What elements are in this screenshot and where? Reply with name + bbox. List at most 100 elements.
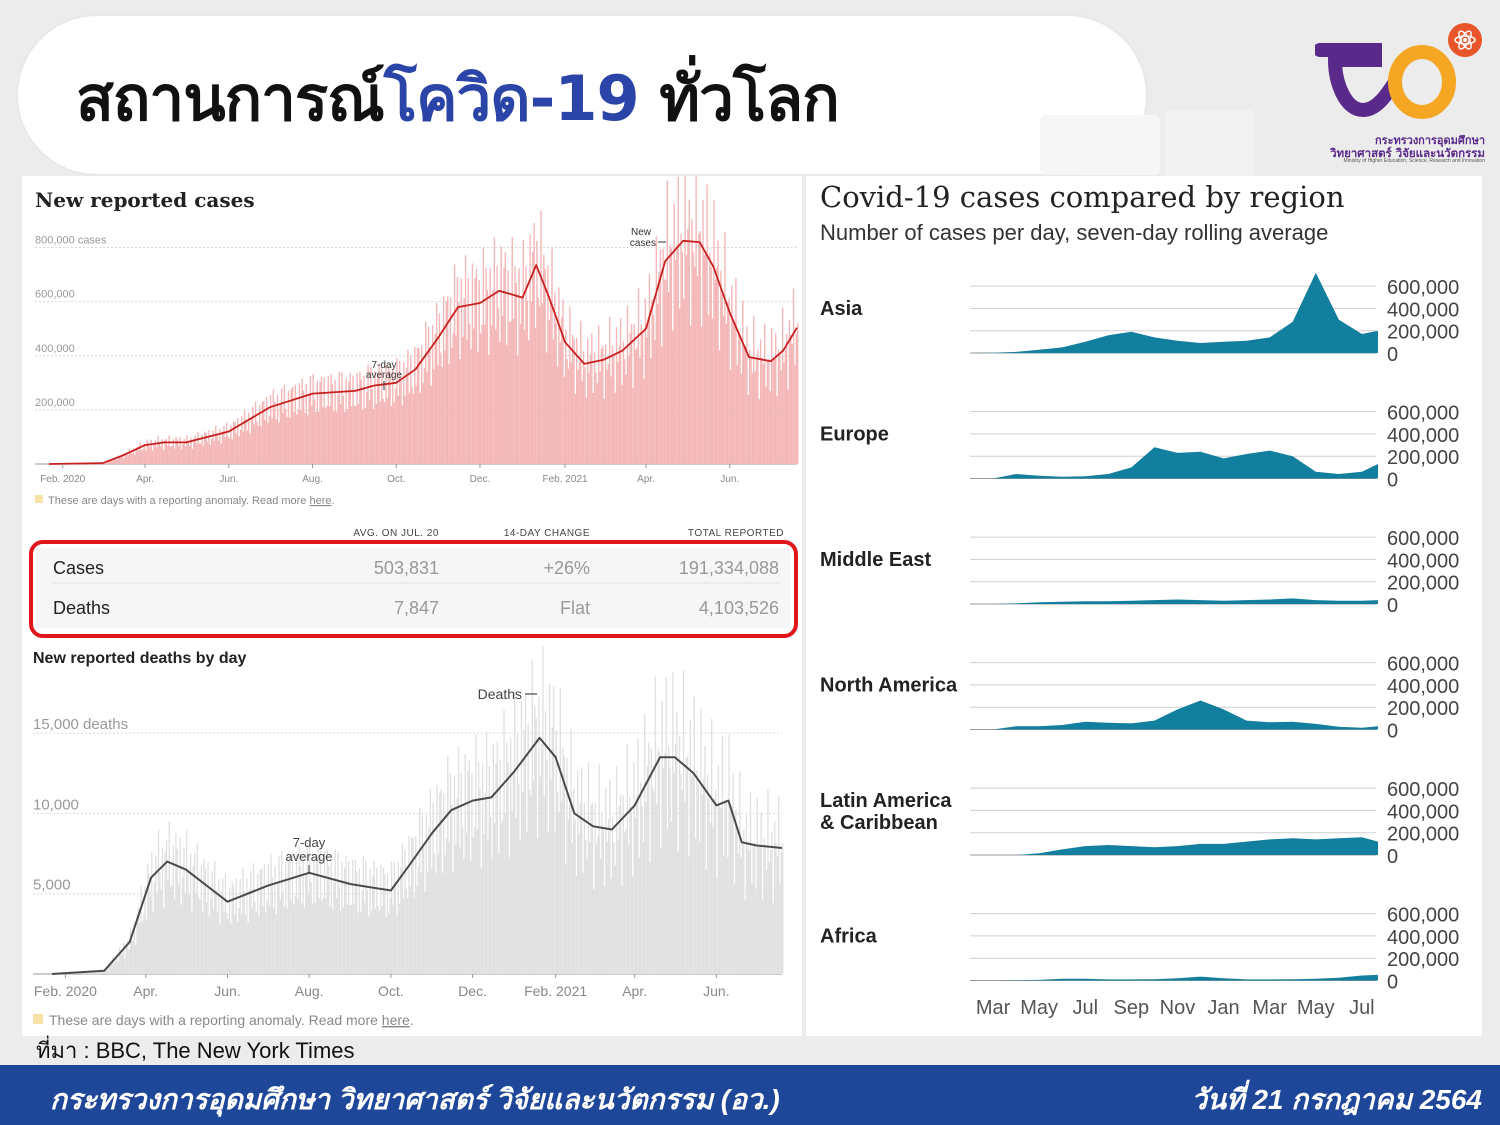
daily-bar bbox=[279, 899, 282, 974]
daily-bar bbox=[526, 300, 528, 464]
daily-bar bbox=[755, 888, 757, 974]
daily-bar bbox=[324, 408, 327, 464]
average-line bbox=[48, 239, 798, 465]
daily-bar bbox=[202, 911, 204, 974]
daily-bar bbox=[123, 458, 125, 464]
daily-bar bbox=[538, 697, 540, 974]
daily-bar bbox=[140, 450, 143, 464]
daily-bar bbox=[598, 764, 600, 974]
daily-bar bbox=[460, 278, 463, 464]
daily-bar bbox=[321, 900, 323, 974]
daily-bar bbox=[369, 868, 371, 974]
daily-bar bbox=[685, 255, 688, 464]
daily-bar bbox=[657, 748, 659, 974]
anomaly-link[interactable]: here bbox=[309, 495, 331, 507]
daily-bar bbox=[289, 417, 291, 464]
bbc-panel: Covid-19 cases compared by region Number… bbox=[806, 176, 1482, 1036]
daily-bar bbox=[334, 379, 336, 464]
daily-bar bbox=[652, 314, 655, 464]
daily-bar bbox=[254, 401, 257, 464]
daily-bar bbox=[536, 837, 539, 974]
daily-bar bbox=[160, 889, 162, 974]
daily-bar bbox=[345, 856, 347, 974]
x-tick-label: Apr. bbox=[133, 983, 158, 999]
daily-bar bbox=[266, 900, 268, 974]
daily-bar bbox=[401, 405, 404, 464]
daily-bar bbox=[725, 323, 728, 464]
daily-bar bbox=[548, 683, 551, 974]
daily-bar bbox=[178, 445, 180, 464]
y-tick-label: 600,000 bbox=[1387, 779, 1459, 801]
daily-bar bbox=[108, 964, 110, 974]
daily-bar bbox=[261, 401, 264, 464]
daily-bar bbox=[660, 848, 662, 974]
daily-bar bbox=[436, 785, 438, 974]
daily-bar bbox=[431, 325, 434, 464]
daily-bar bbox=[320, 376, 323, 464]
daily-bar bbox=[515, 818, 517, 974]
y-tick-label: 400,000 bbox=[1387, 927, 1459, 949]
daily-bar bbox=[487, 840, 489, 974]
daily-bar bbox=[382, 867, 385, 974]
daily-bar bbox=[658, 272, 660, 464]
daily-bar bbox=[424, 891, 426, 974]
daily-bar bbox=[371, 389, 373, 464]
daily-bar bbox=[248, 889, 251, 974]
daily-bar bbox=[739, 771, 741, 974]
daily-bar bbox=[422, 383, 424, 464]
daily-bar bbox=[132, 448, 135, 464]
y-tick-label: 600,000 bbox=[1387, 654, 1459, 676]
daily-bar bbox=[120, 950, 122, 974]
daily-bar bbox=[777, 349, 780, 464]
daily-bar bbox=[735, 277, 737, 464]
daily-bar bbox=[278, 856, 280, 974]
daily-bar bbox=[260, 426, 262, 464]
daily-bar bbox=[443, 793, 445, 974]
daily-bar bbox=[741, 842, 744, 974]
daily-bar bbox=[471, 772, 473, 974]
daily-bar bbox=[640, 782, 642, 974]
daily-bar bbox=[633, 761, 635, 974]
daily-bar bbox=[591, 333, 593, 464]
daily-bar bbox=[600, 348, 603, 464]
daily-bar bbox=[296, 414, 298, 464]
daily-bar bbox=[285, 408, 287, 464]
daily-bar bbox=[344, 867, 346, 974]
daily-bar bbox=[746, 326, 748, 464]
anomaly-link[interactable]: here bbox=[382, 1012, 410, 1028]
y-tick-label: 800,000 cases bbox=[35, 235, 107, 247]
daily-bar bbox=[696, 275, 699, 464]
daily-bar bbox=[250, 870, 252, 974]
daily-bar bbox=[714, 279, 717, 464]
daily-bar bbox=[147, 442, 150, 464]
daily-bar bbox=[368, 399, 371, 464]
daily-bar bbox=[662, 248, 664, 464]
daily-bar bbox=[318, 411, 320, 464]
daily-bar bbox=[637, 287, 640, 464]
daily-bar bbox=[348, 381, 350, 464]
daily-bar bbox=[195, 443, 198, 464]
daily-bar bbox=[121, 954, 123, 974]
daily-bar bbox=[85, 972, 87, 974]
daily-bar bbox=[687, 229, 689, 464]
daily-bar bbox=[191, 912, 193, 974]
daily-bar bbox=[254, 902, 256, 974]
daily-bar bbox=[388, 913, 390, 974]
daily-bar bbox=[171, 884, 173, 974]
daily-bar bbox=[418, 347, 420, 464]
daily-bar bbox=[528, 789, 531, 974]
daily-bar bbox=[521, 296, 523, 464]
daily-bar bbox=[795, 333, 797, 464]
daily-bar bbox=[430, 385, 432, 464]
daily-bar bbox=[373, 860, 375, 974]
daily-bar bbox=[231, 439, 233, 464]
daily-bar bbox=[421, 815, 424, 974]
daily-bar bbox=[427, 327, 430, 464]
daily-bar bbox=[431, 868, 433, 974]
daily-bar bbox=[274, 401, 276, 464]
y-tick-label: 600,000 bbox=[1387, 905, 1459, 927]
daily-bar bbox=[330, 373, 332, 464]
daily-bar bbox=[177, 885, 180, 974]
daily-bar bbox=[662, 768, 665, 974]
